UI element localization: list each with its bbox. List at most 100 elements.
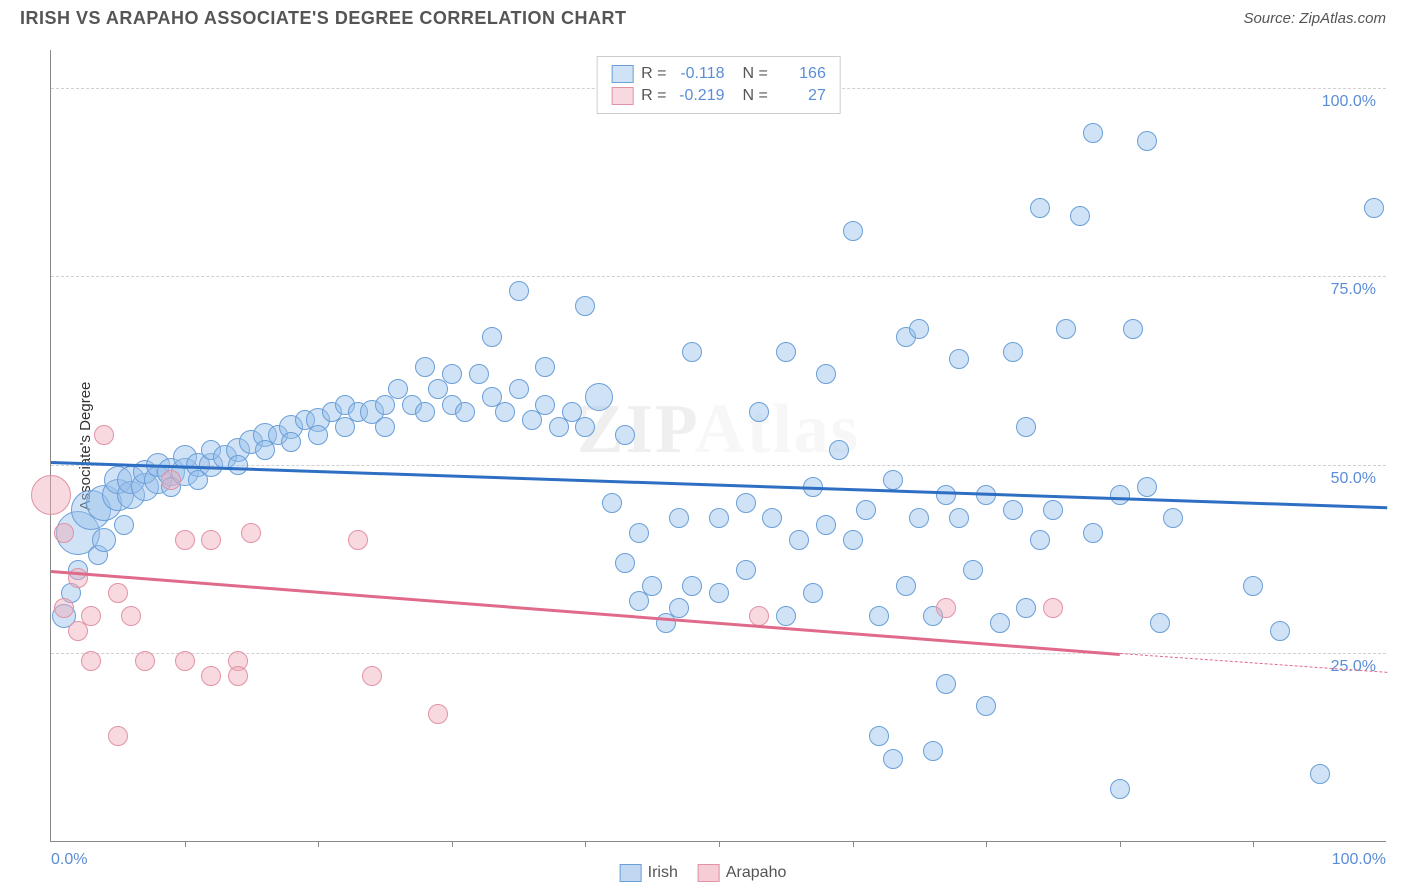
r-value: -0.118 <box>675 65 725 83</box>
arapaho-trendline <box>51 570 1120 655</box>
arapaho-point <box>201 666 221 686</box>
arapaho-point <box>362 666 382 686</box>
irish-point <box>949 508 969 528</box>
arapaho-point <box>121 606 141 626</box>
irish-point <box>963 560 983 580</box>
stats-box: R =-0.118N =166R =-0.219N =27 <box>596 56 841 114</box>
irish-point <box>92 528 116 552</box>
irish-point <box>602 493 622 513</box>
irish-point <box>789 530 809 550</box>
irish-point <box>1083 123 1103 143</box>
irish-point <box>682 342 702 362</box>
stats-row-irish: R =-0.118N =166 <box>611 63 826 85</box>
irish-point <box>535 357 555 377</box>
chart-source: Source: ZipAtlas.com <box>1243 10 1386 27</box>
irish-point <box>1110 779 1130 799</box>
x-tick <box>1253 841 1254 847</box>
legend-item: Arapaho <box>698 864 787 882</box>
arapaho-point <box>54 523 74 543</box>
irish-point <box>629 523 649 543</box>
irish-point <box>843 221 863 241</box>
x-tick <box>1120 841 1121 847</box>
irish-point <box>1043 500 1063 520</box>
irish-point <box>776 606 796 626</box>
arapaho-point <box>175 651 195 671</box>
irish-point <box>114 515 134 535</box>
r-value: -0.219 <box>675 87 725 105</box>
irish-point <box>1003 500 1023 520</box>
irish-point <box>1110 485 1130 505</box>
x-tick <box>719 841 720 847</box>
n-value: 166 <box>776 65 826 83</box>
irish-point <box>709 583 729 603</box>
irish-point <box>749 402 769 422</box>
irish-point <box>1016 417 1036 437</box>
irish-point <box>482 327 502 347</box>
irish-point <box>883 749 903 769</box>
irish-point <box>1364 198 1384 218</box>
irish-point <box>509 281 529 301</box>
irish-point <box>1270 621 1290 641</box>
irish-trendline <box>51 461 1387 509</box>
chart-header: IRISH VS ARAPAHO ASSOCIATE'S DEGREE CORR… <box>0 0 1406 33</box>
irish-point <box>1310 764 1330 784</box>
irish-point <box>896 576 916 596</box>
arapaho-point <box>81 651 101 671</box>
irish-point <box>990 613 1010 633</box>
arapaho-point <box>94 425 114 445</box>
irish-point <box>1137 131 1157 151</box>
gridline <box>51 465 1386 466</box>
irish-point <box>869 606 889 626</box>
irish-point <box>803 583 823 603</box>
x-tick <box>318 841 319 847</box>
arapaho-point <box>108 583 128 603</box>
irish-point <box>455 402 475 422</box>
irish-point <box>442 364 462 384</box>
irish-point <box>816 364 836 384</box>
irish-point <box>1030 198 1050 218</box>
legend-item: Irish <box>620 864 678 882</box>
irish-point <box>669 508 689 528</box>
arapaho-swatch <box>611 87 633 105</box>
n-label: N = <box>743 65 768 83</box>
irish-point <box>869 726 889 746</box>
irish-point <box>1123 319 1143 339</box>
irish-point <box>829 440 849 460</box>
arapaho-point <box>241 523 261 543</box>
irish-point <box>816 515 836 535</box>
arapaho-point <box>54 598 74 618</box>
x-tick <box>986 841 987 847</box>
irish-point <box>375 417 395 437</box>
irish-point <box>949 349 969 369</box>
arapaho-point <box>348 530 368 550</box>
legend-label: Irish <box>648 864 678 882</box>
irish-point <box>281 432 301 452</box>
irish-point <box>669 598 689 618</box>
irish-point <box>615 553 635 573</box>
irish-point <box>308 425 328 445</box>
x-tick <box>185 841 186 847</box>
irish-point <box>615 425 635 445</box>
x-tick <box>853 841 854 847</box>
irish-point <box>856 500 876 520</box>
irish-point <box>1083 523 1103 543</box>
irish-point <box>936 674 956 694</box>
y-tick-label: 100.0% <box>1322 93 1376 111</box>
irish-swatch <box>611 65 633 83</box>
arapaho-point <box>428 704 448 724</box>
irish-point <box>575 296 595 316</box>
arapaho-point <box>228 666 248 686</box>
irish-point <box>909 319 929 339</box>
irish-point <box>1137 477 1157 497</box>
irish-point <box>509 379 529 399</box>
irish-point <box>1243 576 1263 596</box>
arapaho-point <box>161 470 181 490</box>
irish-point <box>1163 508 1183 528</box>
legend-label: Arapaho <box>726 864 787 882</box>
irish-point <box>1003 342 1023 362</box>
irish-point <box>936 485 956 505</box>
x-tick <box>585 841 586 847</box>
x-tick-label: 0.0% <box>51 851 87 869</box>
r-label: R = <box>641 87 666 105</box>
irish-point <box>976 696 996 716</box>
